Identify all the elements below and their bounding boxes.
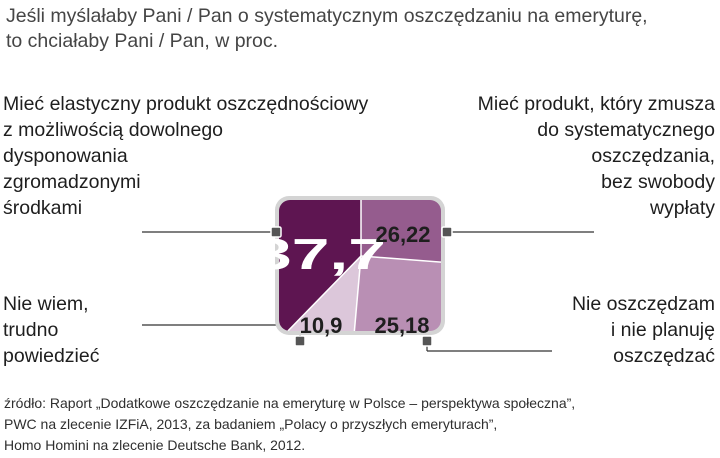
label-line: bez swobody bbox=[601, 171, 715, 193]
value-label: 25,18 bbox=[374, 313, 429, 338]
source-line: PWC na zlecenie IZFiA, 2013, za badaniem… bbox=[4, 416, 498, 432]
label-line: trudno bbox=[3, 319, 59, 341]
leader-marker bbox=[421, 335, 433, 347]
label-line: oszczędzać bbox=[613, 345, 715, 367]
slice-3 bbox=[354, 256, 441, 331]
slice-2 bbox=[361, 200, 441, 263]
leader-lines bbox=[142, 231, 594, 352]
label-line: dysponowania bbox=[3, 145, 128, 167]
slice-divider bbox=[353, 255, 362, 331]
label-line: Mieć elastyczny produkt oszczędnościowy bbox=[3, 93, 369, 115]
label-line: z możliwością dowolnego bbox=[3, 119, 224, 141]
label-forced-saving-product: Mieć produkt, który zmusza do systematyc… bbox=[385, 91, 715, 221]
value-label: 37,7 bbox=[254, 230, 386, 279]
value-labels: 37,726,22 25,18 10,9 bbox=[254, 222, 431, 338]
value-label: 26,22 bbox=[375, 222, 430, 247]
label-dont-know: Nie wiem, trudno powiedzieć bbox=[3, 291, 203, 369]
slice-divider bbox=[287, 255, 362, 331]
leader-marker bbox=[441, 226, 453, 238]
leader-markers bbox=[270, 226, 453, 347]
slice-1 bbox=[279, 200, 361, 331]
value-label: 10,9 bbox=[300, 313, 343, 338]
source-line: źródło: Raport „Dodatkowe oszczędzanie n… bbox=[4, 395, 576, 411]
label-not-saving: Nie oszczędzam i nie planuję oszczędzać bbox=[495, 291, 715, 369]
label-line: powiedzieć bbox=[3, 345, 100, 367]
label-line: oszczędzania, bbox=[591, 145, 715, 167]
slice-divider bbox=[360, 255, 441, 263]
label-line: Nie oszczędzam bbox=[571, 293, 715, 315]
label-line: do systematycznego bbox=[537, 119, 715, 141]
label-line: środkami bbox=[3, 197, 83, 219]
chart-subtitle: Jeśli myślałaby Pani / Pan o systematycz… bbox=[6, 4, 706, 54]
label-flexible-product: Mieć elastyczny produkt oszczędnościowy … bbox=[3, 91, 423, 221]
label-line: wypłaty bbox=[649, 197, 715, 219]
label-line: Nie wiem, bbox=[3, 293, 89, 315]
label-line: Mieć produkt, który zmusza bbox=[477, 93, 715, 115]
slice-dividers bbox=[287, 200, 441, 331]
label-line: i nie planuję bbox=[610, 319, 715, 341]
label-line: zgromadzonymi bbox=[3, 171, 141, 193]
subtitle-line: Jeśli myślałaby Pani / Pan o systematycz… bbox=[6, 5, 648, 27]
subtitle-line: to chciałaby Pani / Pan, w proc. bbox=[6, 30, 279, 52]
source-line: Homo Homini na zlecenie Deutsche Bank, 2… bbox=[4, 437, 306, 453]
leader-marker bbox=[294, 335, 306, 347]
source-note: źródło: Raport „Dodatkowe oszczędzanie n… bbox=[4, 393, 704, 456]
leader-marker bbox=[270, 226, 282, 238]
